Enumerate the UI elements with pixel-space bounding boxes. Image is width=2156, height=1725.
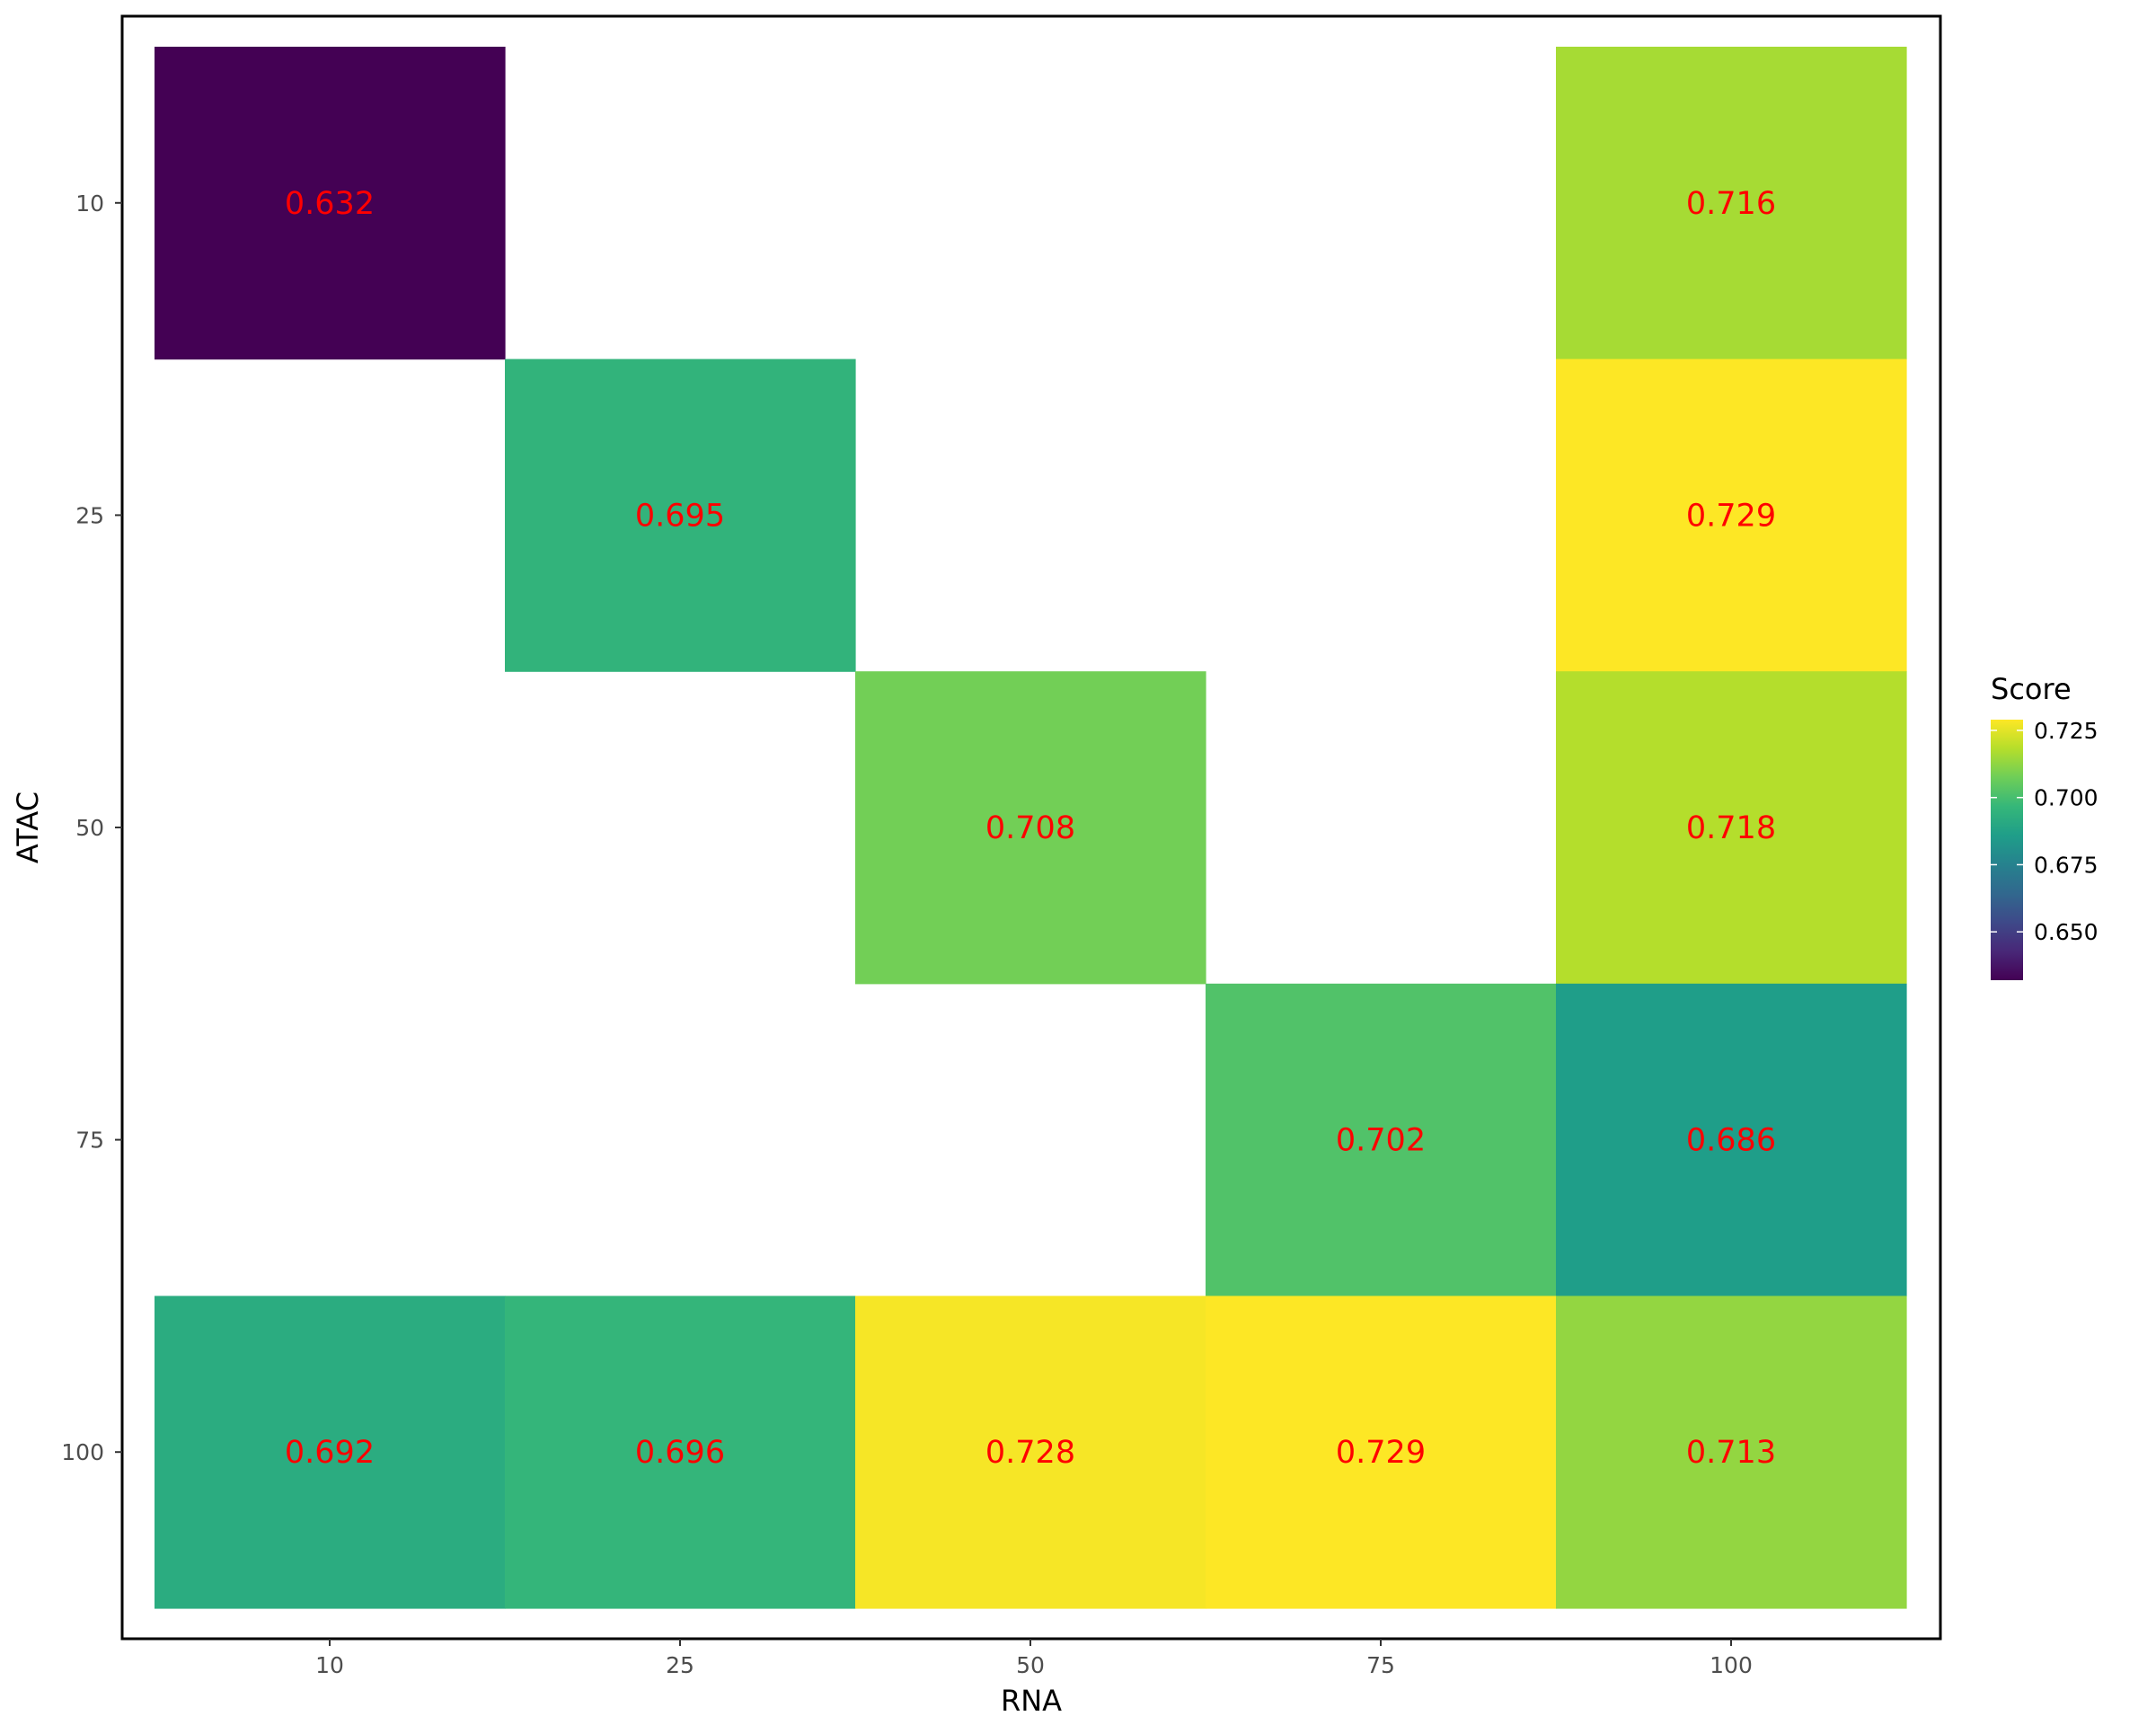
legend-tick-label: 0.700	[2034, 785, 2099, 811]
cell-value-label: 0.729	[1686, 498, 1776, 534]
heatmap-cell	[1556, 1296, 1907, 1609]
legend-tick-label: 0.675	[2034, 852, 2099, 878]
heatmap-cell	[1206, 1296, 1557, 1609]
cell-value-label: 0.716	[1686, 186, 1776, 222]
cell-value-label: 0.632	[285, 186, 375, 222]
cell-value-label: 0.695	[635, 498, 725, 534]
cell-value-label: 0.729	[1336, 1435, 1426, 1471]
heatmap-cell	[1556, 671, 1907, 985]
cell-value-label: 0.728	[985, 1435, 1075, 1471]
heatmap-cell	[505, 1296, 856, 1609]
heatmap-cell-labels: 0.632 0.716 0.695 0.729 0.708 0.718 0.702 0.686…	[285, 186, 1776, 1471]
y-tick-label: 100	[61, 1439, 104, 1465]
heatmap-cell	[1206, 983, 1557, 1296]
legend-tick-label: 0.650	[2034, 919, 2099, 945]
heatmap-cells	[155, 47, 1907, 1609]
legend-colorbar	[1991, 720, 2023, 980]
y-tick-label: 10	[75, 190, 104, 217]
y-axis-title: ATAC	[11, 792, 45, 863]
cell-value-label: 0.692	[285, 1435, 375, 1471]
x-tick-label: 50	[1016, 1652, 1045, 1678]
x-tick-label: 10	[315, 1652, 344, 1678]
y-axis-ticks: 10 25 50 75 100	[61, 190, 122, 1465]
legend-title: Score	[1991, 672, 2072, 706]
x-tick-label: 25	[666, 1652, 694, 1678]
x-tick-label: 75	[1366, 1652, 1395, 1678]
color-legend: Score 0.650 0.675 0.700 0.725	[1991, 672, 2099, 980]
heatmap-cell	[155, 47, 506, 360]
y-tick-label: 75	[75, 1128, 104, 1154]
x-axis-title: RNA	[1001, 1684, 1062, 1718]
heatmap-cell	[1556, 358, 1907, 672]
cell-value-label: 0.708	[985, 810, 1075, 846]
y-tick-label: 25	[75, 502, 104, 528]
y-tick-label: 50	[75, 815, 104, 841]
heatmap-cell	[505, 358, 856, 672]
heatmap-cell	[155, 1296, 506, 1609]
legend-tick-label: 0.725	[2034, 718, 2099, 744]
cell-value-label: 0.686	[1686, 1123, 1776, 1159]
heatmap-cell	[1556, 983, 1907, 1296]
heatmap-cell	[855, 671, 1206, 985]
x-tick-label: 100	[1710, 1652, 1753, 1678]
cell-value-label: 0.713	[1686, 1435, 1776, 1471]
legend-ticks: 0.650 0.675 0.700 0.725	[1991, 718, 2099, 945]
heatmap-cell	[855, 1296, 1206, 1609]
cell-value-label: 0.696	[635, 1435, 725, 1471]
cell-value-label: 0.718	[1686, 810, 1776, 846]
cell-value-label: 0.702	[1336, 1123, 1426, 1159]
x-axis-ticks: 10 25 50 75 100	[315, 1639, 1753, 1678]
heatmap-cell	[1556, 47, 1907, 360]
